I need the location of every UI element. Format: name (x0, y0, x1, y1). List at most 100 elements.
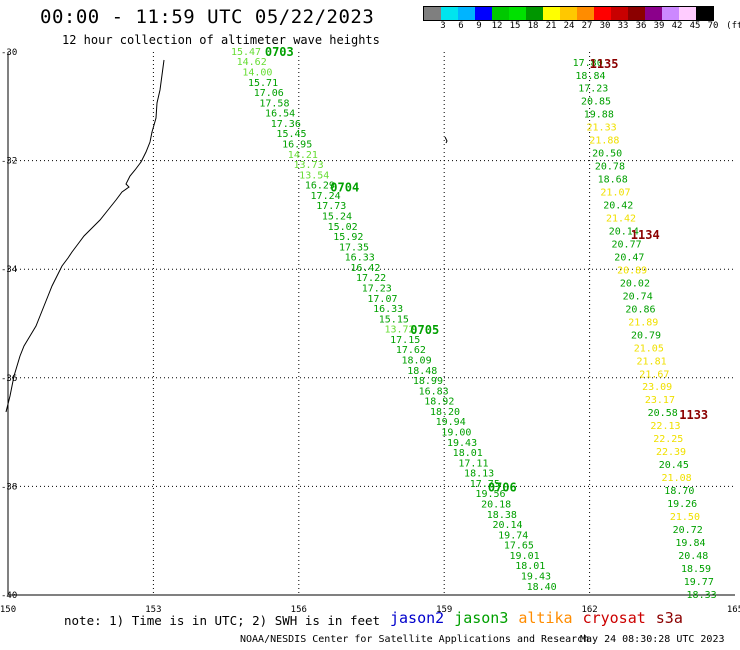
wave-height-value: 17.11 (458, 458, 488, 469)
wave-height-value: 20.45 (659, 460, 689, 471)
color-swatch (424, 7, 441, 20)
pass-label: 1135 (590, 57, 619, 71)
wave-height-value: 17.15 (390, 335, 420, 346)
color-scale-tick: 39 (653, 21, 665, 31)
lat-lon-grid (8, 52, 735, 595)
wave-height-value: 20.58 (648, 408, 678, 419)
wave-height-value: 14.00 (242, 67, 272, 78)
legend-item-s3a: s3a (655, 609, 683, 627)
wave-height-value: 17.36 (271, 119, 301, 130)
wave-height-value: 22.39 (656, 447, 686, 458)
wave-height-value: 16.29 (305, 181, 335, 192)
y-axis-label: -34 (1, 265, 17, 275)
color-scale-tick: 12 (491, 21, 503, 31)
color-swatch (628, 7, 645, 20)
wave-height-value: 20.42 (603, 201, 633, 212)
note-text: note: 1) Time is in UTC; 2) SWH is in fe… (64, 613, 381, 628)
wave-height-value: 17.58 (259, 98, 289, 109)
map-title: 00:00 - 11:59 UTC 05/22/2023 (40, 6, 375, 28)
wave-height-value: 21.42 (606, 214, 636, 225)
wave-height-value: 18.70 (664, 486, 694, 497)
wave-height-value: 20.50 (592, 149, 622, 160)
legend-item-altika: altika (518, 609, 573, 627)
color-scale-tick: 36 (635, 21, 647, 31)
map-frame (7, 52, 735, 596)
wave-height-value: 13.54 (299, 170, 329, 181)
color-scale-unit: (ft) (726, 21, 740, 31)
wave-height-value: 21.81 (637, 356, 667, 367)
wave-height-value: 21.67 (639, 369, 669, 380)
footer-timestamp: May 24 08:30:28 UTC 2023 (580, 634, 725, 645)
wave-height-value: 18.68 (598, 175, 628, 186)
footer-credit: NOAA/NESDIS Center for Satellite Applica… (240, 634, 590, 645)
x-axis-label: 162 (581, 605, 597, 615)
wave-height-value: 18.33 (687, 590, 717, 601)
wave-height-value: 17.06 (254, 88, 284, 99)
wave-height-value: 17.23 (362, 283, 392, 294)
wave-height-value: 20.74 (623, 291, 653, 302)
wave-height-value: 16.54 (265, 109, 295, 120)
wave-height-value: 19.74 (498, 530, 528, 541)
wave-height-value: 16.33 (373, 304, 403, 315)
wave-height-value: 17.62 (396, 345, 426, 356)
wave-height-value: 20.02 (620, 278, 650, 289)
color-scale-bar (423, 6, 714, 21)
y-axis-label: -36 (1, 374, 17, 384)
wave-height-value: 20.89 (617, 265, 647, 276)
wave-height-value: 17.73 (316, 201, 346, 212)
wave-height-value: 19.77 (684, 577, 714, 588)
y-axis-label: -40 (1, 591, 17, 601)
wave-height-value: 18.84 (575, 71, 605, 82)
color-swatch (662, 7, 679, 20)
color-scale-tick: 30 (599, 21, 611, 31)
wave-height-value: 18.01 (515, 561, 545, 572)
pass-label: 0703 (265, 45, 294, 59)
pass-label: 1133 (679, 408, 708, 422)
color-swatch (543, 7, 560, 20)
wave-height-value: 21.05 (634, 343, 664, 354)
color-scale-tick: 15 (509, 21, 521, 31)
x-axis-label: 153 (145, 605, 161, 615)
wave-height-value: 18.01 (453, 448, 483, 459)
color-swatch (492, 7, 509, 20)
wave-height-value: 21.33 (587, 123, 617, 134)
wave-height-value: 17.80 (573, 58, 603, 69)
wave-height-value: 17.07 (367, 294, 397, 305)
y-axis-label: -30 (1, 48, 17, 58)
wave-height-value: 18.20 (430, 407, 460, 418)
wave-height-value: 15.47 (231, 47, 261, 58)
wave-height-value: 19.56 (475, 489, 505, 500)
wave-height-value: 17.75 (470, 479, 500, 490)
pass-label: 0706 (488, 480, 517, 494)
color-swatch (577, 7, 594, 20)
y-axis-label: -38 (1, 482, 17, 492)
legend-item-jason3: jason3 (454, 609, 509, 627)
wave-height-value: 16.95 (282, 139, 312, 150)
pass-label: 1134 (631, 228, 660, 242)
x-axis-label: 165 (727, 605, 740, 615)
color-scale-tick: 6 (458, 21, 464, 31)
pass-label: 0704 (330, 181, 359, 195)
color-scale-tick: 9 (476, 21, 482, 31)
wave-height-value: 20.77 (612, 239, 642, 250)
y-axis-label: -32 (1, 157, 17, 167)
wave-height-value: 21.50 (670, 512, 700, 523)
wave-height-value: 15.02 (328, 222, 358, 233)
color-scale-tick: 42 (671, 21, 683, 31)
pass-label: 0705 (410, 323, 439, 337)
wave-height-value: 16.42 (350, 263, 380, 274)
wave-height-value: 22.13 (650, 421, 680, 432)
wave-height-value: 14.21 (288, 150, 318, 161)
wave-height-value: 20.48 (678, 551, 708, 562)
wave-height-value: 19.00 (441, 427, 471, 438)
wave-height-value: 17.22 (356, 273, 386, 284)
map-subtitle: 12 hour collection of altimeter wave hei… (62, 33, 380, 47)
wave-height-value: 22.25 (653, 434, 683, 445)
wave-height-value: 20.18 (481, 499, 511, 510)
wave-height-value: 15.24 (322, 211, 352, 222)
wave-height-value: 19.26 (667, 499, 697, 510)
color-scale-tick: 27 (581, 21, 593, 31)
wave-height-value: 21.07 (600, 188, 630, 199)
